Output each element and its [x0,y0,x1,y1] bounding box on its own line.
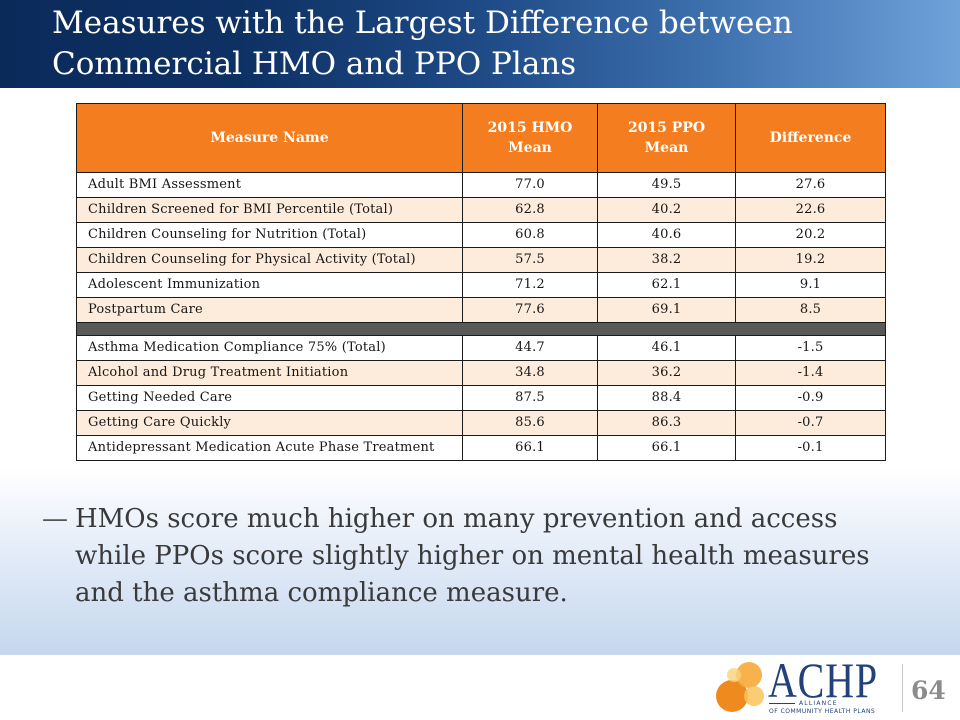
table-row: Children Screened for BMI Percentile (To… [76,197,886,223]
ppo-mean-cell: 62.1 [597,272,736,298]
background-wash [0,468,960,655]
table-row: Children Counseling for Physical Activit… [76,247,886,273]
difference-cell: -0.9 [735,385,886,411]
table-row: Antidepressant Medication Acute Phase Tr… [76,435,886,461]
logo-wordmark: ACHP [768,652,878,708]
page-number: 64 [911,676,946,705]
hmo-mean-cell: 62.8 [462,197,598,223]
ppo-mean-cell: 69.1 [597,297,736,323]
measure-cell: Antidepressant Medication Acute Phase Tr… [76,435,463,461]
difference-cell: 22.6 [735,197,886,223]
title-band: Measures with the Largest Difference bet… [0,0,960,88]
hmo-mean-cell: 57.5 [462,247,598,273]
table-header: Measure Name 2015 HMO Mean 2015 PPO Mean… [76,103,886,173]
difference-cell: 19.2 [735,247,886,273]
table-row: Getting Care Quickly 85.6 86.3 -0.7 [76,410,886,436]
table-row: Children Counseling for Nutrition (Total… [76,222,886,248]
column-header-hmo-mean: 2015 HMO Mean [462,103,598,173]
column-header-measure-name: Measure Name [76,103,463,173]
hmo-mean-cell: 77.0 [462,172,598,198]
achp-logo: ACHP ALLIANCE OF COMMUNITY HEALTH PLANS [712,652,882,718]
measure-cell: Asthma Medication Compliance 75% (Total) [76,335,463,361]
table-row: Getting Needed Care 87.5 88.4 -0.9 [76,385,886,411]
section-divider-cell [76,322,886,336]
overlapping-circles-logo-icon [716,662,764,712]
section-divider-row [76,322,886,336]
logo-tagline-alliance: ALLIANCE [799,700,838,707]
measure-cell: Getting Care Quickly [76,410,463,436]
hmo-mean-cell: 85.6 [462,410,598,436]
logo-rule [769,703,795,704]
logo-circle [744,686,764,706]
ppo-mean-cell: 66.1 [597,435,736,461]
measures-table: Measure Name 2015 HMO Mean 2015 PPO Mean… [76,103,886,461]
ppo-mean-cell: 38.2 [597,247,736,273]
ppo-mean-cell: 88.4 [597,385,736,411]
logo-circle [727,668,741,682]
measure-cell: Getting Needed Care [76,385,463,411]
measure-cell: Children Screened for BMI Percentile (To… [76,197,463,223]
table-row: Alcohol and Drug Treatment Initiation 34.… [76,360,886,386]
column-header-difference: Difference [735,103,886,173]
ppo-mean-cell: 46.1 [597,335,736,361]
slide-title: Measures with the Largest Difference bet… [52,5,793,82]
difference-cell: -1.5 [735,335,886,361]
hmo-mean-cell: 34.8 [462,360,598,386]
bullet-dash-marker: — [42,504,68,534]
measure-cell: Adolescent Immunization [76,272,463,298]
column-header-ppo-mean: 2015 PPO Mean [597,103,736,173]
hmo-mean-cell: 66.1 [462,435,598,461]
table-row: Postpartum Care 77.6 69.1 8.5 [76,297,886,323]
table-body: Adult BMI Assessment 77.0 49.5 27.6 Children… [76,172,886,461]
measure-cell: Children Counseling for Nutrition (Total… [76,222,463,248]
table-header-row: Measure Name 2015 HMO Mean 2015 PPO Mean… [76,103,886,173]
difference-cell: 9.1 [735,272,886,298]
measure-cell: Children Counseling for Physical Activit… [76,247,463,273]
hmo-mean-cell: 71.2 [462,272,598,298]
hmo-mean-cell: 87.5 [462,385,598,411]
difference-cell: 27.6 [735,172,886,198]
hmo-mean-cell: 77.6 [462,297,598,323]
footer-divider [902,664,903,712]
table-row: Asthma Medication Compliance 75% (Total)… [76,335,886,361]
difference-cell: 8.5 [735,297,886,323]
ppo-mean-cell: 40.6 [597,222,736,248]
hmo-mean-cell: 44.7 [462,335,598,361]
difference-cell: 20.2 [735,222,886,248]
difference-cell: -1.4 [735,360,886,386]
logo-tagline-community-health-plans: OF COMMUNITY HEALTH PLANS [769,708,876,715]
table-row: Adult BMI Assessment 77.0 49.5 27.6 [76,172,886,198]
ppo-mean-cell: 49.5 [597,172,736,198]
ppo-mean-cell: 86.3 [597,410,736,436]
logo-circle [736,662,762,688]
ppo-mean-cell: 40.2 [597,197,736,223]
footer [0,655,960,720]
bullet-text: HMOs score much higher on many preventio… [75,504,870,608]
ppo-mean-cell: 36.2 [597,360,736,386]
measure-cell: Adult BMI Assessment [76,172,463,198]
table-row: Adolescent Immunization 71.2 62.1 9.1 [76,272,886,298]
difference-cell: -0.1 [735,435,886,461]
logo-circle [716,680,748,712]
measure-cell: Alcohol and Drug Treatment Initiation [76,360,463,386]
hmo-mean-cell: 60.8 [462,222,598,248]
measure-cell: Postpartum Care [76,297,463,323]
difference-cell: -0.7 [735,410,886,436]
